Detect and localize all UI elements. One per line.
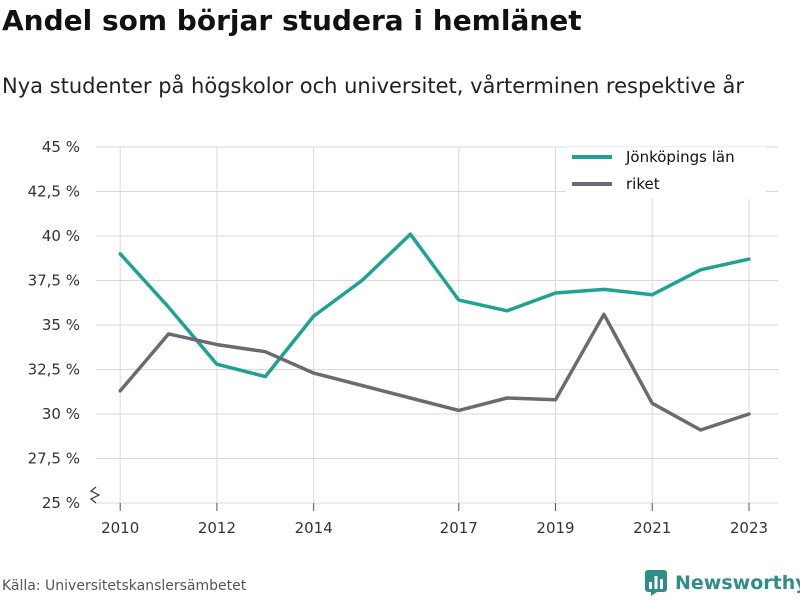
x-tick-label: 2021 — [633, 519, 671, 537]
chart-title: Andel som börjar studera i hemlänet — [2, 4, 582, 37]
y-tick-label: 45 % — [42, 138, 80, 156]
y-tick-label: 37,5 % — [28, 272, 80, 290]
axis-break-mark — [89, 486, 101, 504]
y-tick-label: 32,5 % — [28, 361, 80, 379]
legend: Jönköpings län riket — [566, 147, 766, 199]
bar-chart-logo-icon — [645, 570, 667, 596]
x-tick-label: 2014 — [295, 519, 333, 537]
legend-label: Jönköpings län — [625, 148, 735, 166]
x-tick-label: 2017 — [440, 519, 478, 537]
x-tick-label: 2023 — [730, 519, 768, 537]
brand-name: Newsworthy — [675, 572, 800, 594]
y-tick-label: 27,5 % — [28, 450, 80, 468]
series-line-jonkopings-lan — [118, 232, 751, 379]
x-tick-labels: 2010 2012 2014 2017 2019 2021 2023 — [101, 519, 768, 537]
brand: Newsworthy — [645, 570, 800, 596]
y-tick-labels: 25 % 27,5 % 30 % 32,5 % 35 % 37,5 % 40 % 42,5 %… — [28, 138, 80, 512]
y-tick-label: 42,5 % — [28, 183, 80, 201]
y-tick-label: 35 % — [42, 316, 80, 334]
x-tick-label: 2012 — [198, 519, 236, 537]
y-tick-label: 40 % — [42, 227, 80, 245]
y-tick-label: 30 % — [42, 405, 80, 423]
legend-label: riket — [626, 175, 660, 193]
axes — [89, 486, 750, 511]
x-tick-label: 2010 — [101, 519, 139, 537]
chart-subtitle: Nya studenter på högskolor och universit… — [2, 74, 744, 98]
series-lines — [118, 232, 751, 432]
y-tick-label: 25 % — [42, 494, 80, 512]
source-note: Källa: Universitetskanslersämbetet — [2, 578, 247, 594]
series-line-riket — [118, 312, 751, 432]
grid-lines — [96, 146, 778, 504]
x-tick-label: 2019 — [536, 519, 574, 537]
